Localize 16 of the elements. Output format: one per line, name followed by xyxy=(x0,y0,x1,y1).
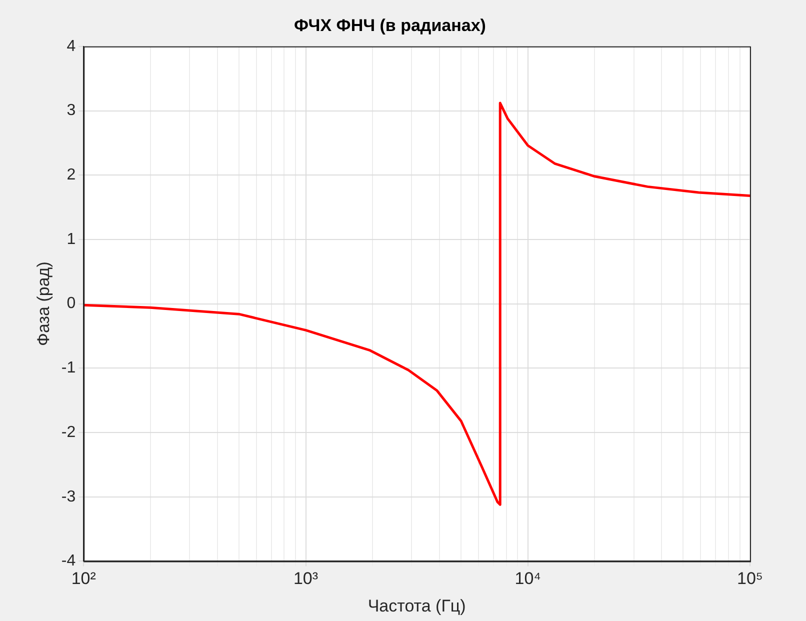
y-tick-label: 4 xyxy=(66,38,76,55)
y-tick-label: -4 xyxy=(61,552,76,570)
y-tick-label: 0 xyxy=(66,295,76,312)
x-axis-title: Частота (Гц) xyxy=(368,596,466,616)
y-tick-label: -3 xyxy=(61,488,76,506)
y-tick-label: -2 xyxy=(61,424,76,441)
y-tick-label: 1 xyxy=(66,230,76,248)
x-tick-label: 10⁴ xyxy=(514,569,541,588)
y-tick-label: -1 xyxy=(61,360,76,377)
x-tick-label: 10⁵ xyxy=(737,569,763,588)
x-tick-label: 10² xyxy=(71,569,96,588)
chart-title: ФЧХ ФНЧ (в радианах) xyxy=(294,16,486,35)
y-axis-title: Фаза (рад) xyxy=(34,262,53,346)
x-tick-label: 10³ xyxy=(293,569,318,588)
y-tick-label: 2 xyxy=(66,166,76,184)
y-tick-label: 3 xyxy=(66,102,76,120)
